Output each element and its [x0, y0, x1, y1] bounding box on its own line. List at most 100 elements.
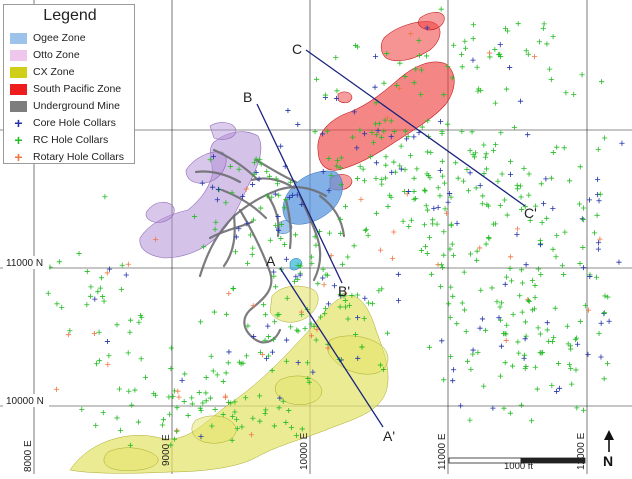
core-hole-collar: [405, 188, 412, 195]
north-arrow-head: [604, 430, 614, 440]
core-hole-collar: [269, 349, 276, 355]
core-hole-collar: [286, 194, 292, 201]
core-hole-collar: [431, 205, 437, 212]
rc-hole-collar: [526, 298, 532, 305]
rc-hole-collar: [273, 222, 279, 228]
core-hole-collar: [354, 145, 360, 151]
core-hole-collar: [233, 234, 239, 240]
rc-hole-collar: [518, 194, 524, 200]
rc-hole-collar: [561, 145, 567, 151]
rc-hole-collar: [207, 395, 213, 401]
rc-hole-collar: [450, 252, 457, 258]
rc-hole-collar: [281, 205, 288, 211]
easting-label-9000: 9000 E: [161, 434, 172, 466]
cx-zone-swatch: [10, 66, 27, 78]
rc-hole-collar: [276, 405, 282, 411]
legend-label: RC Hole Collars: [33, 134, 109, 146]
rc-hole-collar: [132, 387, 138, 393]
rc-hole-collar: [453, 160, 459, 166]
rc-hole-collar: [54, 301, 60, 307]
rc-hole-collar: [283, 419, 289, 426]
rc-hole-collar: [518, 402, 525, 408]
core-hole-collar: [498, 343, 505, 349]
rc-hole-collar: [473, 185, 479, 191]
rc-hole-collar: [455, 175, 461, 181]
rc-hole-collar: [526, 171, 532, 177]
section-line-a: [279, 267, 384, 428]
rc-hole-collar: [526, 192, 532, 198]
rc-hole-collar: [379, 134, 385, 141]
rc-hole-collar: [554, 232, 560, 239]
rc-hole-collar: [263, 407, 269, 413]
rc-hole-collar: [339, 261, 346, 267]
rc-hole-collar: [408, 217, 415, 223]
rc-hole-collar: [538, 181, 544, 187]
rc-hole-collar: [308, 321, 314, 327]
rc-hole-collar: [373, 210, 379, 216]
rc-hole-collar: [568, 365, 574, 371]
rc-hole-collar: [114, 322, 120, 328]
rc-hole-collar: [418, 91, 424, 98]
rc-hole-collar: [334, 163, 340, 169]
core-hole-collar: [285, 107, 291, 114]
rc-hole-collar: [346, 302, 353, 309]
rc-hole-collar: [483, 151, 489, 157]
core-hole-collar: [294, 192, 300, 198]
rc-hole-collar: [458, 51, 465, 57]
rc-hole-collar: [151, 391, 157, 397]
core-hole-collar: [277, 395, 283, 401]
rc-hole-collar: [264, 193, 270, 199]
core-hole-collar: [355, 315, 361, 321]
rc-hole-collar: [324, 128, 330, 134]
core-hole-collar: [283, 256, 290, 262]
rc-hole-collar: [441, 92, 447, 98]
rotary-hole-collar: [105, 361, 111, 368]
rc-hole-collar: [463, 328, 469, 335]
rc-hole-collar: [439, 262, 445, 268]
core-hole-collar: [424, 25, 430, 31]
core-hole-collar: [585, 351, 591, 357]
rc-hole-collar: [168, 365, 174, 372]
rc-hole-collar: [322, 311, 328, 317]
rotary-hole-collar: [176, 394, 182, 400]
rc-hole-collar: [564, 323, 570, 329]
rc-hole-collar: [474, 248, 480, 254]
rc-hole-collar: [577, 318, 583, 325]
rc-hole-collar: [136, 319, 142, 325]
rc-hole-collar: [376, 288, 382, 294]
core-hole-collar: [106, 266, 113, 272]
drill-hole-collars: [45, 6, 625, 448]
rc-hole-collar: [499, 171, 505, 177]
rc-hole-collar: [302, 326, 308, 332]
core-hole-collar: [554, 388, 560, 395]
rc-hole-collar: [196, 389, 202, 396]
rc-hole-collar: [379, 176, 385, 182]
rc-hole-collar: [142, 374, 148, 380]
rotary-hole-collar: [531, 53, 538, 60]
core-hole-collar: [199, 180, 205, 186]
rc-hole-collar: [359, 344, 365, 350]
rc-hole-collar: [220, 411, 226, 418]
section-line-c: [305, 49, 526, 207]
rc-hole-collar: [467, 251, 474, 257]
rc-hole-collar: [421, 187, 428, 193]
rc-hole-collar: [304, 360, 311, 366]
rc-hole-collar: [283, 358, 290, 364]
core-hole-collar: [595, 246, 601, 252]
rc-hole-collar: [305, 375, 311, 382]
rc-hole-collar: [486, 236, 492, 242]
core-hole-collar: [362, 295, 368, 301]
core-hole-collar: [214, 197, 220, 203]
scale-bar-black-segment: [520, 457, 586, 464]
rc-hole-collar: [448, 353, 454, 360]
south-pacific-zone-swatch: [10, 83, 27, 95]
rc-hole-collar: [402, 73, 408, 80]
rc-hole-collar: [405, 133, 411, 139]
rc-hole-collar: [97, 285, 103, 291]
rc-hole-collar: [502, 360, 508, 366]
rc-hole-collar: [497, 304, 503, 310]
core-hole-collar: [470, 57, 476, 63]
rc-hole-collar: [535, 266, 541, 272]
rc-hole-collar: [334, 88, 340, 94]
rc-hole-collar: [470, 35, 476, 42]
